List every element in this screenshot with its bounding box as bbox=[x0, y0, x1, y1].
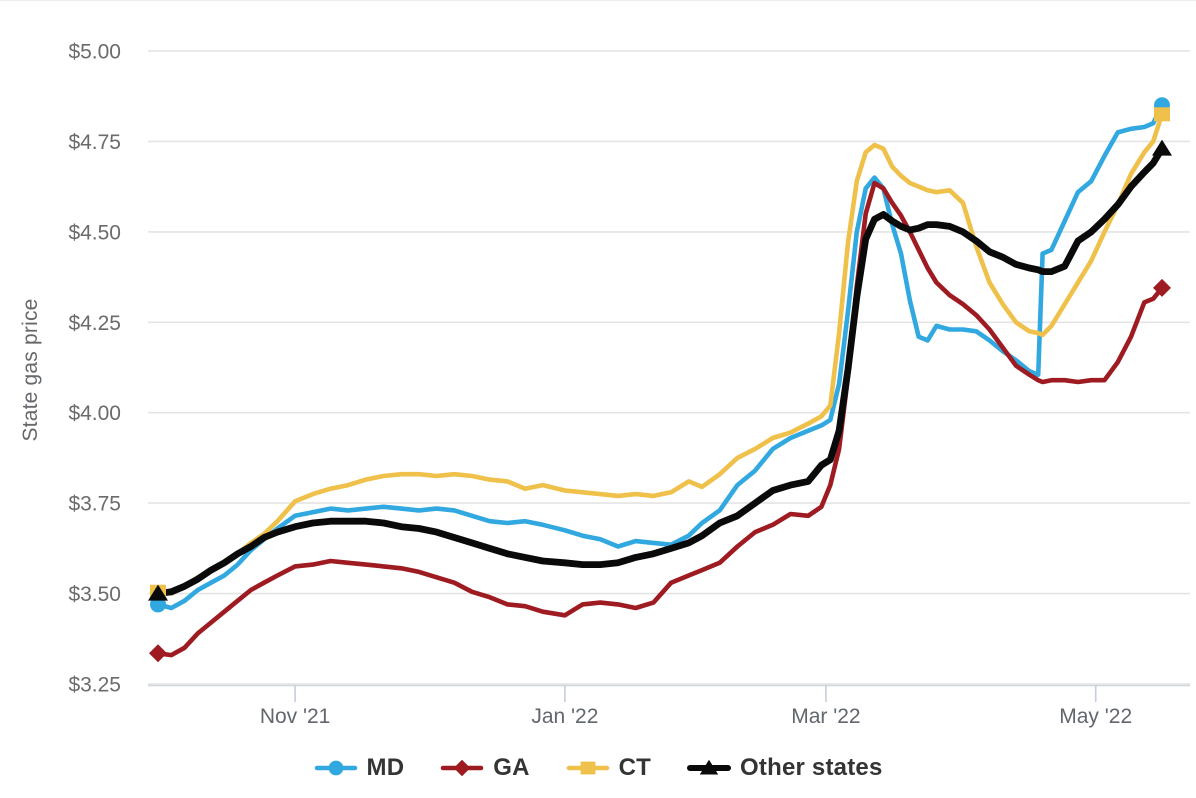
ct-legend-marker bbox=[580, 761, 596, 775]
y-axis-title: State gas price bbox=[19, 298, 42, 442]
legend-item-ga[interactable]: GA bbox=[440, 754, 529, 782]
series-line-other-states bbox=[154, 145, 1166, 597]
ct-legend-marker-icon bbox=[566, 761, 609, 775]
md-legend-marker bbox=[328, 760, 343, 776]
y-tick-label: $3.50 bbox=[68, 583, 121, 606]
legend-item-other-states[interactable]: Other states bbox=[687, 754, 882, 782]
y-tick-label: $4.25 bbox=[68, 312, 121, 335]
ga-legend-marker-icon bbox=[440, 759, 484, 777]
y-tick-label: $4.00 bbox=[68, 402, 121, 425]
y-tick-label: $5.00 bbox=[68, 41, 121, 64]
ga-legend-marker bbox=[453, 759, 471, 777]
legend-label-other-states: Other states bbox=[740, 754, 883, 781]
chart-canvas[interactable]: $3.25 $3.50 $3.75 $4.00 $4.25 $4.50 $4.75 $5.00… bbox=[0, 1, 1196, 741]
ga-start-marker bbox=[149, 644, 167, 663]
y-tick-label: $3.75 bbox=[68, 493, 121, 516]
x-tick-label: Jan '22 bbox=[531, 705, 598, 728]
legend-label-md: MD bbox=[366, 754, 405, 781]
chart-legend: MD GA CT Other states bbox=[0, 754, 1196, 782]
legend-item-ct[interactable]: CT bbox=[566, 754, 651, 782]
legend-label-ga: GA bbox=[493, 754, 530, 781]
series-line-md bbox=[155, 103, 1165, 611]
y-tick-label: $3.25 bbox=[68, 674, 121, 697]
series-line-ga bbox=[155, 180, 1165, 658]
x-axis: Nov '21 Jan '22 Mar '22 May '22 bbox=[148, 684, 1190, 728]
y-tick-label: $4.75 bbox=[68, 131, 121, 154]
y-tick-label: $4.50 bbox=[68, 221, 121, 244]
other-states-start-marker bbox=[148, 584, 168, 601]
x-tick-label: May '22 bbox=[1059, 705, 1132, 728]
x-tick-label: Nov '21 bbox=[260, 705, 331, 728]
ga-end-marker bbox=[1153, 278, 1171, 297]
grid: $3.25 $3.50 $3.75 $4.00 $4.25 $4.50 $4.75 $5.00 bbox=[68, 41, 1190, 697]
md-legend-marker-icon bbox=[314, 760, 357, 776]
legend-label-ct: CT bbox=[618, 754, 652, 781]
series-line-ct bbox=[155, 112, 1165, 596]
other-states-end-marker bbox=[1152, 139, 1172, 156]
series-endpoint-markers bbox=[148, 97, 1172, 663]
other-states-legend-marker bbox=[699, 759, 719, 775]
other-states-legend-marker-icon bbox=[687, 759, 732, 775]
x-tick-label: Mar '22 bbox=[791, 705, 860, 728]
ct-end-marker bbox=[1154, 107, 1170, 122]
legend-item-md[interactable]: MD bbox=[314, 754, 405, 782]
